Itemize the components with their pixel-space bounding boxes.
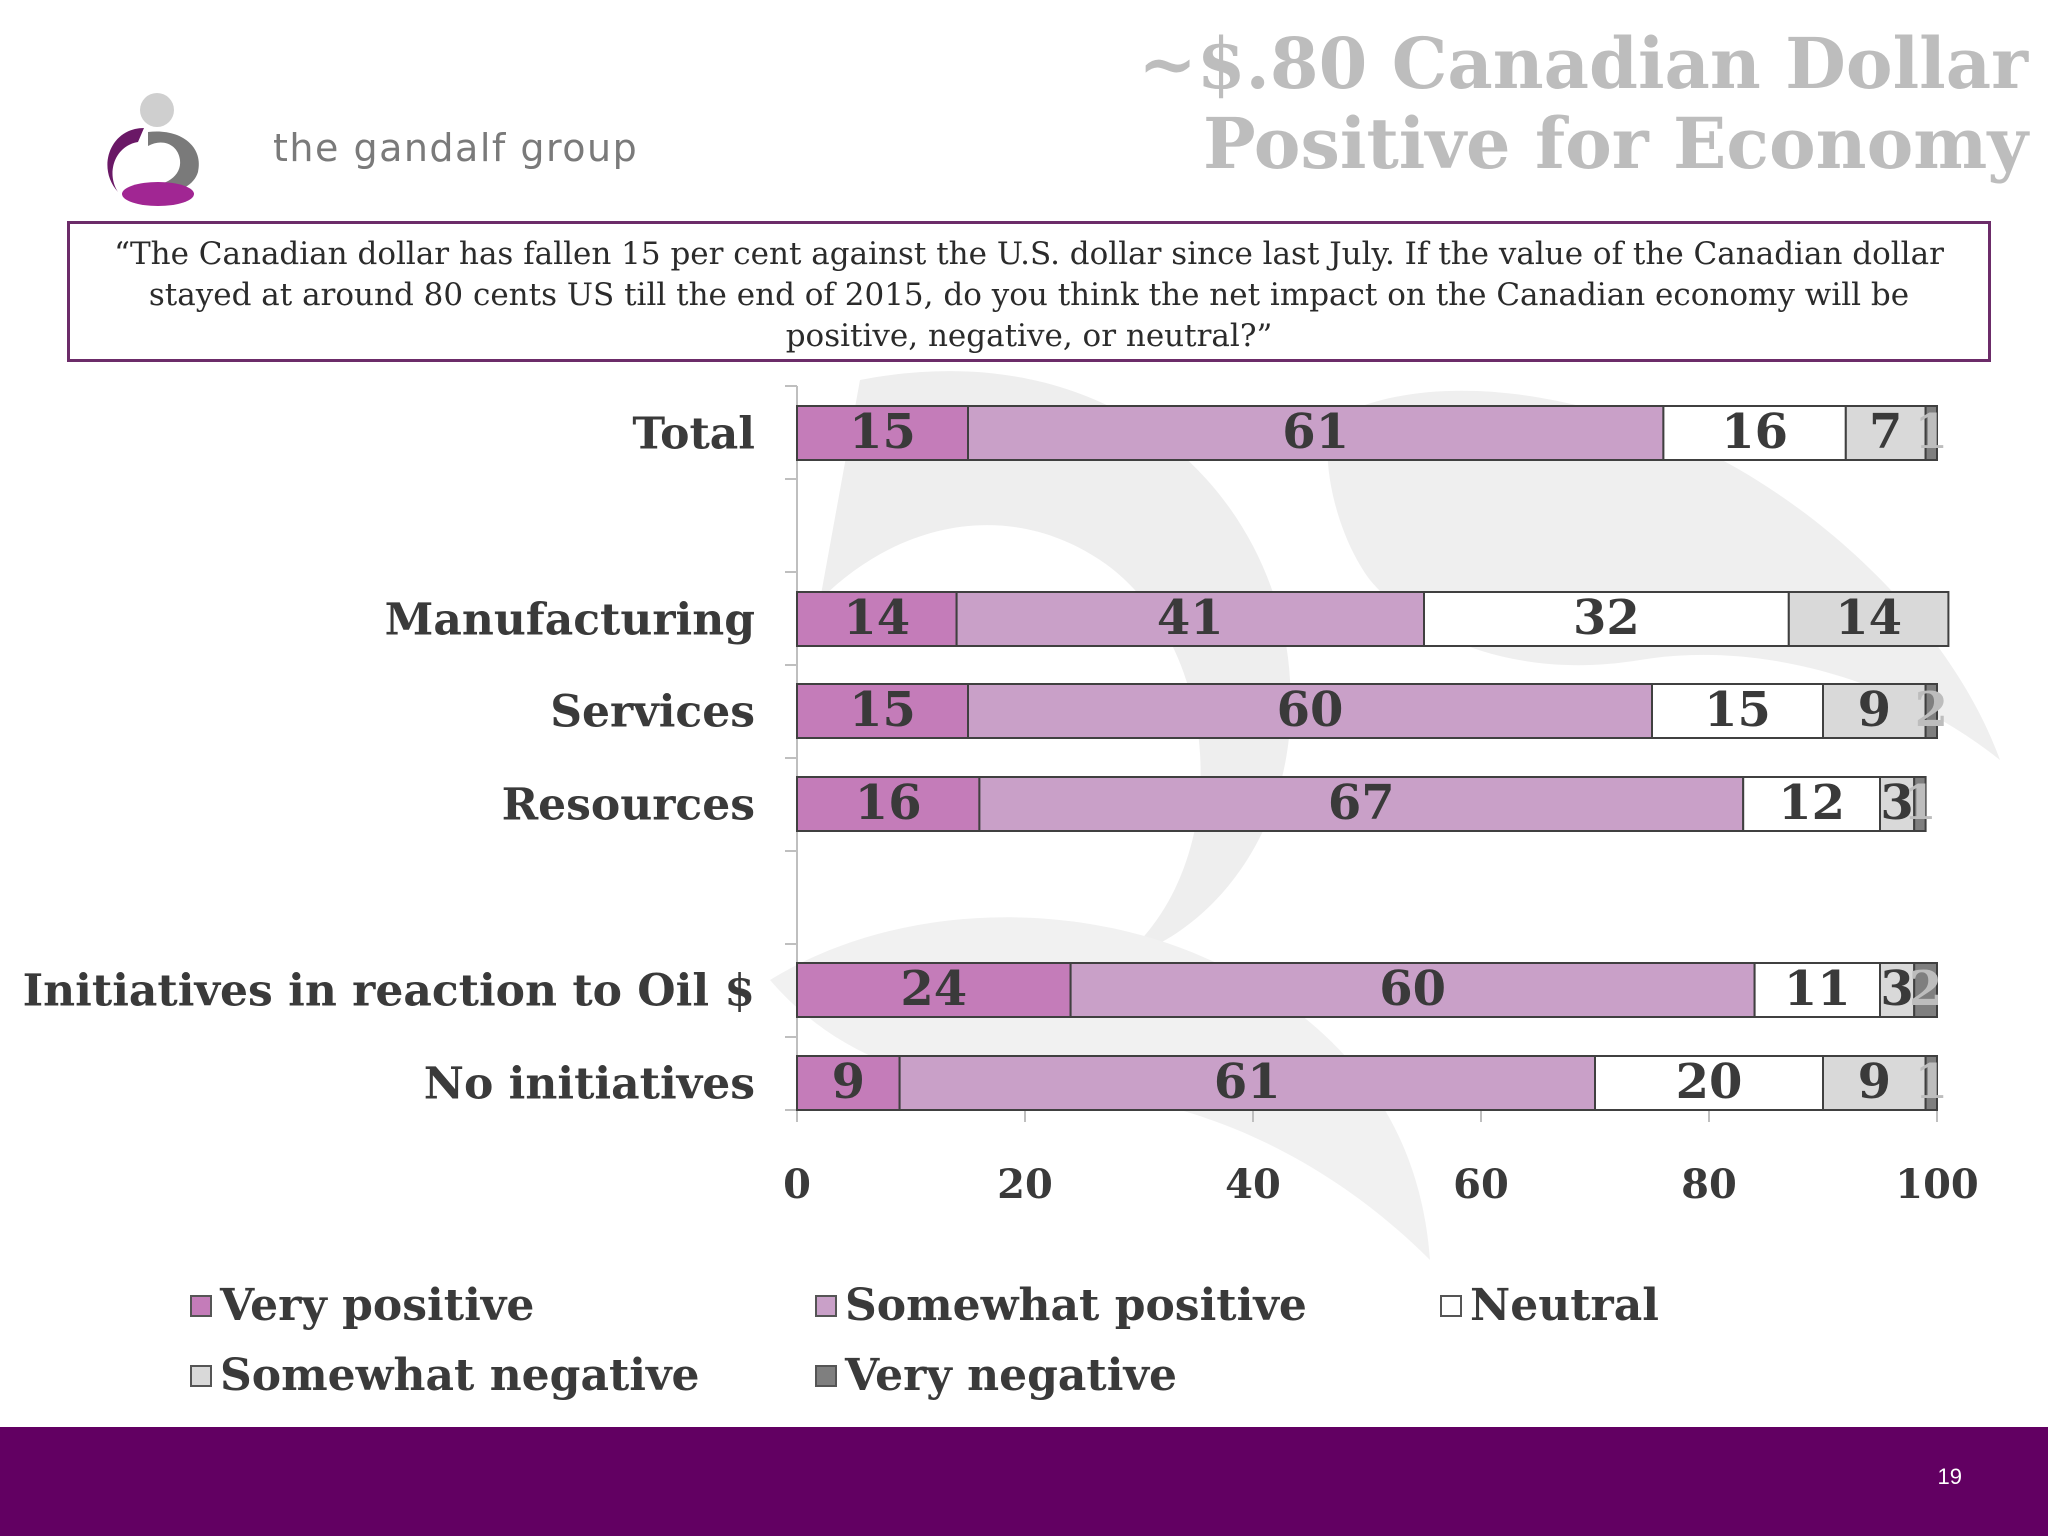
x-tick-label: 100 [1895, 1161, 1979, 1208]
bar-segment-very-positive [796, 1055, 901, 1111]
legend-label: Neutral [1470, 1280, 1659, 1331]
bar-segment-somewhat-negative [1844, 405, 1927, 461]
page-number: 19 [1937, 1464, 1962, 1489]
data-label: 3 [1880, 961, 1913, 1017]
legend-item: Neutral [1440, 1280, 1659, 1331]
data-label: 61 [1282, 404, 1349, 460]
x-tick-label: 80 [1681, 1161, 1737, 1208]
slide-title: ~$.80 Canadian Dollar Positive for Econo… [1028, 24, 2028, 184]
category-label: Total [632, 409, 755, 460]
bar-segment-very-positive [796, 776, 981, 832]
bar-segment-somewhat-negative [1879, 962, 1916, 1018]
legend-label: Very negative [845, 1350, 1178, 1401]
bar-segment-somewhat-positive [955, 591, 1425, 647]
data-label: 3 [1880, 775, 1913, 831]
x-tick-label: 60 [1453, 1161, 1509, 1208]
bar-segment-neutral [1662, 405, 1847, 461]
data-label: 9 [1858, 682, 1891, 738]
legend-item: Somewhat positive [815, 1280, 1307, 1331]
data-label: 11 [1784, 961, 1851, 1017]
data-label: 60 [1277, 682, 1344, 738]
x-tick-label: 0 [783, 1161, 811, 1208]
data-label: 1 [1915, 1054, 1948, 1110]
data-label: 7 [1869, 404, 1902, 460]
bar-segment-somewhat-positive [978, 776, 1745, 832]
slide-title-line-2: Positive for Economy [1203, 102, 2028, 185]
bar-segment-very-positive [796, 683, 969, 739]
bar-segment-very-negative [1924, 683, 1938, 739]
bar-segment-somewhat-negative [1822, 683, 1927, 739]
data-label: 9 [832, 1054, 865, 1110]
category-label: Manufacturing [385, 595, 755, 646]
data-label: 9 [1858, 1054, 1891, 1110]
survey-question-text: “The Canadian dollar has fallen 15 per c… [114, 236, 1944, 354]
data-label: 15 [849, 404, 916, 460]
bar-segment-somewhat-positive [967, 683, 1653, 739]
legend-item: Very negative [815, 1350, 1177, 1401]
bar-segment-very-positive [796, 591, 958, 647]
data-label: 67 [1328, 775, 1395, 831]
bar-segment-very-positive [796, 405, 969, 461]
bar-segment-neutral [1753, 962, 1881, 1018]
data-label: 14 [1835, 590, 1902, 646]
data-label: 1 [1903, 775, 1936, 831]
data-label: 60 [1379, 961, 1446, 1017]
bar-segment-somewhat-negative [1822, 1055, 1927, 1111]
category-label: No initiatives [424, 1059, 755, 1110]
data-label: 61 [1214, 1054, 1281, 1110]
data-label: 32 [1573, 590, 1640, 646]
bar-segment-somewhat-negative [1879, 776, 1916, 832]
legend-swatch [190, 1364, 212, 1387]
legend-item: Very positive [190, 1280, 534, 1331]
data-label: 12 [1778, 775, 1845, 831]
bar-segment-somewhat-positive [1069, 962, 1756, 1018]
legend-swatch [190, 1294, 212, 1317]
data-label: 41 [1157, 590, 1224, 646]
data-label: 14 [843, 590, 910, 646]
footer-bar [0, 1427, 2048, 1536]
legend-label: Somewhat positive [845, 1280, 1307, 1331]
chart-legend: Very positive Somewhat positive Neutral Som… [190, 1280, 1690, 1420]
category-label: Services [550, 687, 755, 738]
data-label: 2 [1915, 682, 1948, 738]
bar-segment-very-negative [1924, 405, 1938, 461]
slide-title-line-1: ~$.80 Canadian Dollar [1138, 22, 2028, 105]
x-tick-label: 20 [997, 1161, 1053, 1208]
data-label: 15 [1704, 682, 1771, 738]
data-label: 20 [1676, 1054, 1743, 1110]
data-label: 16 [855, 775, 922, 831]
bar-segment-very-negative [1924, 1055, 1938, 1111]
data-label: 24 [900, 961, 967, 1017]
category-label: Resources [502, 780, 755, 831]
survey-question-box: “The Canadian dollar has fallen 15 per c… [67, 221, 1991, 362]
legend-swatch [815, 1294, 837, 1317]
legend-item: Somewhat negative [190, 1350, 700, 1401]
bar-segment-neutral [1651, 683, 1824, 739]
bar-segment-very-negative [1913, 962, 1938, 1018]
bar-segment-neutral [1742, 776, 1881, 832]
data-label: 15 [849, 682, 916, 738]
data-label: 16 [1721, 404, 1788, 460]
legend-swatch [1440, 1294, 1462, 1317]
data-label: 1 [1915, 404, 1948, 460]
legend-label: Very positive [220, 1280, 535, 1331]
brand-name: the gandalf group [273, 126, 639, 170]
bar-segment-somewhat-positive [967, 405, 1665, 461]
legend-label: Somewhat negative [220, 1350, 700, 1401]
x-tick-label: 40 [1225, 1161, 1281, 1208]
bar-segment-very-negative [1913, 776, 1927, 832]
legend-swatch [815, 1364, 837, 1387]
category-label: Initiatives in reaction to Oil $ [23, 966, 755, 1017]
data-label: 2 [1909, 961, 1942, 1017]
bar-segment-somewhat-negative [1787, 591, 1950, 647]
gandalf-group-logo [107, 93, 199, 206]
